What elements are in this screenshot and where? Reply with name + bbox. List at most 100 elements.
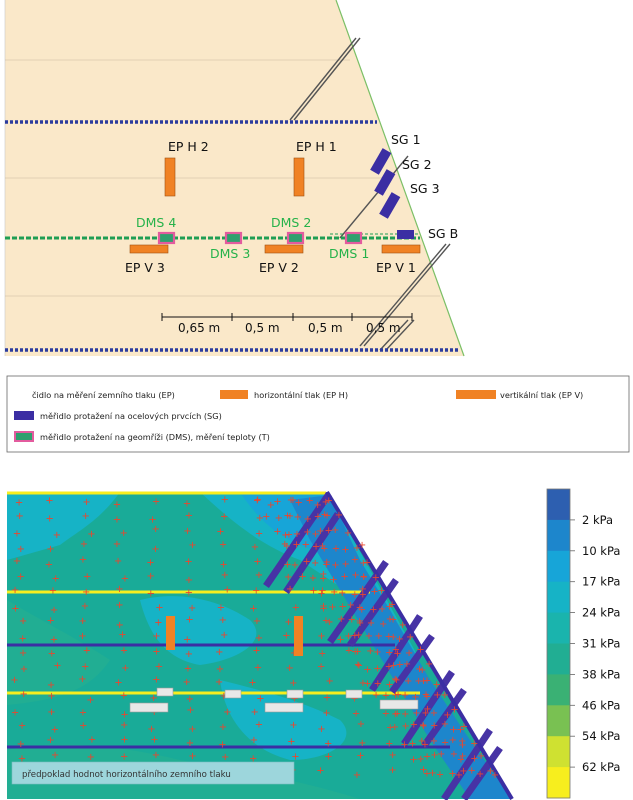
mesh-point: + [394, 690, 402, 701]
mesh-point: + [147, 588, 155, 599]
contour-band-left-mid [7, 600, 110, 705]
mesh-point: + [422, 690, 430, 701]
mesh-point: + [275, 513, 283, 524]
mesh-point: + [18, 753, 26, 764]
mesh-point: + [79, 720, 87, 731]
mesh-point: + [441, 737, 449, 748]
mesh-point: + [116, 620, 124, 631]
mesh-point: + [152, 631, 160, 642]
mesh-point: + [281, 539, 289, 550]
mesh-point: + [121, 663, 129, 674]
mesh-point: + [351, 555, 359, 566]
mesh-point: + [359, 590, 367, 601]
mesh-point: + [283, 510, 291, 521]
mesh-point: + [338, 588, 346, 599]
color-scale-label: 46 kPa [582, 698, 620, 712]
mesh-point: + [392, 644, 400, 655]
mesh-point: + [319, 573, 327, 584]
mesh-point: + [322, 615, 330, 626]
mesh-point: + [351, 590, 359, 601]
color-scale-label: 31 kPa [582, 637, 620, 651]
mesh-point: + [253, 557, 261, 568]
contour-band-mid-right [220, 680, 347, 760]
mesh-point: + [325, 526, 333, 537]
mesh-point: + [330, 587, 338, 598]
dim-label-2: 0,5 m [245, 321, 280, 335]
mesh-point: + [373, 663, 381, 674]
mesh-point: + [351, 570, 359, 581]
mesh-point: + [385, 679, 393, 690]
mesh-point: + [284, 617, 292, 628]
sg1-label: SG 1 [391, 132, 421, 147]
mesh-point: + [188, 540, 196, 551]
dim-label-3: 0,5 m [308, 321, 343, 335]
mesh-point: + [283, 559, 291, 570]
mesh-point: + [400, 740, 408, 751]
mesh-point: + [81, 601, 89, 612]
mesh-point: + [87, 752, 95, 763]
mesh-point: + [220, 511, 228, 522]
mesh-point: + [363, 665, 371, 676]
mesh-point: + [436, 769, 444, 780]
mesh-point: + [120, 720, 128, 731]
mesh-point: + [184, 664, 192, 675]
mesh-point: + [283, 541, 291, 552]
mesh-point: + [154, 618, 162, 629]
mesh-point: + [13, 529, 21, 540]
color-scale-cell [547, 643, 570, 675]
mesh-point: + [11, 708, 19, 719]
mesh-point: + [216, 664, 224, 675]
mesh-point: + [183, 635, 191, 646]
mesh-point: + [88, 735, 96, 746]
mesh-point: + [17, 739, 25, 750]
note-box [11, 761, 295, 785]
mesh-point: + [358, 540, 366, 551]
mesh-point: + [401, 690, 409, 701]
mesh-point: + [155, 603, 163, 614]
mesh-point: + [344, 528, 352, 539]
pressure-color-scale: 2 kPa 10 kPa 17 kPa 24 kPa 31 kPa 38 kPa 46 kP… [546, 488, 620, 799]
mesh-point: + [455, 770, 463, 781]
mesh-point: + [152, 497, 160, 508]
mesh-point: + [13, 556, 21, 567]
mesh-point: + [326, 676, 334, 687]
mesh-point: + [317, 724, 325, 735]
color-scale-cell [547, 519, 570, 552]
legend-dms-label: měřidlo protažení na geomříži (DMS), měř… [40, 432, 270, 442]
mesh-point: + [401, 709, 409, 720]
mesh-point: + [50, 605, 58, 616]
mesh-point: + [329, 574, 337, 585]
ep-v1-label: EP V 1 [376, 260, 416, 275]
mesh-point: + [486, 766, 494, 777]
mesh-point: + [370, 587, 378, 598]
mesh-point: + [249, 603, 257, 614]
mesh-point: + [45, 559, 53, 570]
mesh-point: + [291, 751, 299, 762]
mesh-point: + [356, 618, 364, 629]
mesh-point: + [317, 662, 325, 673]
contour-ep-h1 [294, 616, 303, 656]
color-scale-cell [547, 581, 570, 614]
mesh-point: + [331, 560, 339, 571]
mesh-point: + [185, 575, 193, 586]
mesh-point: + [302, 540, 310, 551]
color-scale-label: 38 kPa [582, 667, 620, 681]
mesh-point: + [393, 708, 401, 719]
mesh-point: + [262, 512, 270, 523]
mesh-point: + [316, 765, 324, 776]
mesh-point: + [311, 529, 319, 540]
mesh-point: + [254, 494, 262, 505]
legend-frame [6, 375, 630, 453]
legend: čidlo na měření zemního tlaku (EP) horiz… [6, 375, 630, 453]
color-scale-label: 10 kPa [582, 544, 620, 558]
mesh-point: + [357, 719, 365, 730]
mesh-point: + [256, 513, 264, 524]
mesh-point: + [358, 605, 366, 616]
mesh-point: + [353, 543, 361, 554]
mesh-point: + [441, 719, 449, 730]
mesh-point: + [430, 750, 438, 761]
dms1-label: DMS 1 [329, 246, 369, 261]
mesh-point: + [385, 601, 393, 612]
mesh-point: + [423, 704, 431, 715]
mesh-point: + [410, 720, 418, 731]
